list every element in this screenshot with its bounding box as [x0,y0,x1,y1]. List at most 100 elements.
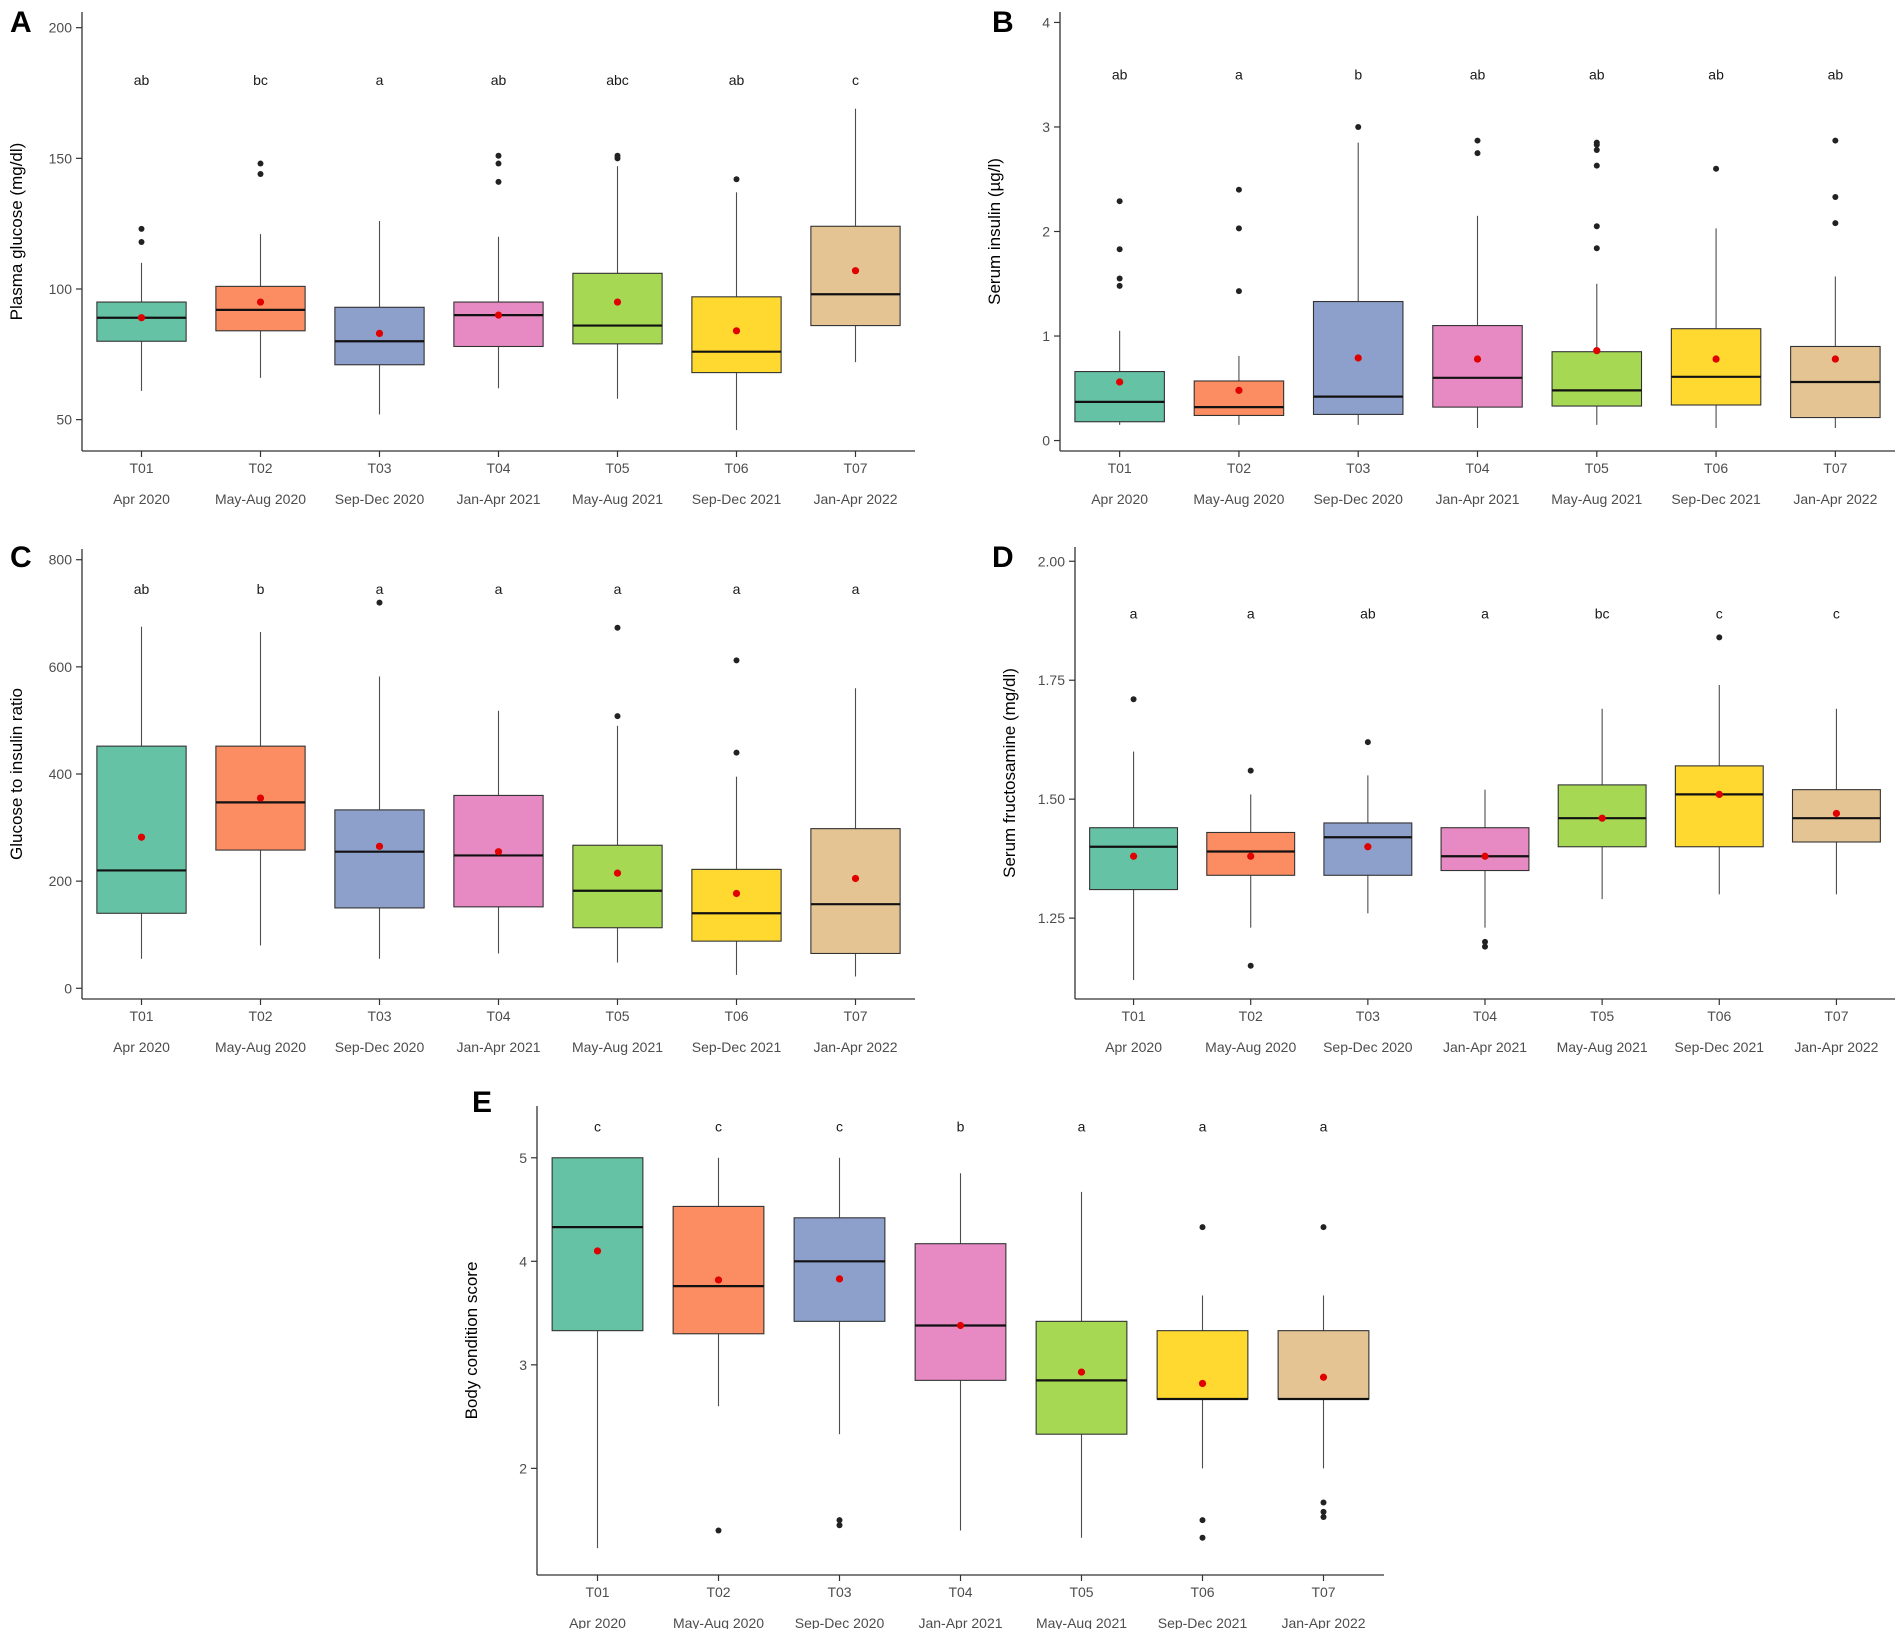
box-group-t02 [672,1157,765,1534]
y-tick-label: 200 [49,873,73,889]
outlier-point [1199,1224,1206,1231]
y-tick-label: 2 [1042,224,1050,240]
mean-point [732,889,741,898]
mean-point [593,1247,602,1255]
box-group-t01 [96,626,187,959]
y-axis-title: Body condition score [462,1262,481,1420]
iqr-box [672,1205,765,1335]
y-tick-label: 3 [1042,119,1050,135]
significance-label: abc [606,72,629,88]
iqr-box [1277,1330,1370,1400]
panel-letter-b: B [992,6,1014,39]
outlier-point [614,152,621,159]
period-label: Sep-Dec 2021 [1671,491,1761,507]
box-group-t04 [1432,137,1523,429]
period-label: Apr 2020 [1091,491,1148,507]
outlier-point [1355,123,1362,130]
mean-point [494,848,503,856]
period-label: Apr 2020 [569,1615,626,1629]
x-tick-label: T06 [1707,1008,1731,1024]
significance-label: a [1235,67,1243,83]
outlier-point [1474,150,1481,157]
significance-label: a [1320,1119,1328,1135]
outlier-point [1235,225,1242,232]
x-tick-label: T02 [1227,460,1251,476]
mean-point [956,1321,965,1330]
significance-label: bc [253,72,268,88]
y-tick-label: 200 [49,20,73,36]
y-tick-label: 2 [519,1460,527,1476]
significance-label: ab [1360,606,1376,622]
y-tick-label: 1.75 [1038,672,1065,688]
period-label: Jan-Apr 2021 [918,1615,1002,1629]
outlier-point [1482,938,1488,945]
period-label: Jan-Apr 2022 [813,1039,897,1055]
significance-label: a [733,581,741,597]
outlier-point [733,749,740,756]
box-group-t03 [1312,123,1404,425]
y-axis-title: Plasma glucose (mg/dl) [7,143,26,321]
panel-letter-e: E [472,1086,492,1119]
box-group-t06 [1156,1224,1249,1541]
x-tick-label: T02 [1239,1008,1263,1024]
y-tick-label: 400 [49,766,73,782]
outlier-point [1320,1514,1327,1521]
outlier-point [1593,223,1600,230]
mean-point [1198,1379,1207,1388]
y-tick-label: 2.00 [1038,553,1065,569]
period-label: Apr 2020 [1105,1039,1162,1055]
x-tick-label: T01 [1122,1008,1146,1024]
outlier-point [1593,245,1600,252]
y-tick-label: 0 [1042,433,1050,449]
iqr-box [1156,1330,1249,1400]
box-group-t01 [1074,198,1165,425]
iqr-box [1432,325,1523,408]
outlier-point [495,160,502,167]
period-label: Sep-Dec 2021 [1675,1039,1765,1055]
period-label: May-Aug 2020 [1193,491,1284,507]
mean-point [1077,1368,1086,1376]
period-label: May-Aug 2021 [572,1039,663,1055]
box-group-t02 [215,160,306,378]
significance-label: ab [1470,67,1486,83]
outlier-point [138,238,145,245]
panel-d-chart: D Serum fructosamine (mg/dl) 1.25 1.50 1.75 2… [992,541,1895,1055]
outlier-point [1364,739,1371,746]
x-tick-label: T02 [248,460,272,476]
mean-point [1832,809,1841,818]
x-tick-label: T04 [948,1584,972,1600]
iqr-box [1670,328,1762,406]
iqr-box [215,285,306,332]
significance-label: c [852,72,859,88]
x-tick-label: T01 [129,1008,153,1024]
box-group-t03 [334,221,425,415]
box-group-t07 [810,108,901,363]
iqr-box [1440,827,1530,872]
box-group-t04 [914,1173,1007,1531]
panel-letter-d: D [992,541,1014,574]
significance-label: ab [134,72,150,88]
significance-label: ab [1828,67,1844,83]
x-tick-label: T03 [367,460,391,476]
mean-point [1364,843,1372,851]
outlier-point [1199,1517,1206,1524]
period-label: Jan-Apr 2021 [1435,491,1519,507]
period-label: Sep-Dec 2020 [795,1615,885,1629]
outlier-point [1713,165,1720,172]
outlier-point [376,599,383,606]
panel-a-chart: A Plasma glucose (mg/dl) 50 100 150 200 ab T01 A… [7,6,915,507]
x-tick-label: T07 [1824,1008,1848,1024]
x-tick-label: T03 [367,1008,391,1024]
outlier-point [1116,246,1123,253]
period-label: May-Aug 2020 [215,1039,306,1055]
significance-label: c [836,1119,843,1135]
mean-point [494,311,503,319]
box-group-t06 [1670,165,1762,429]
box-group-t03 [793,1157,886,1529]
iqr-box [914,1243,1007,1381]
period-label: Sep-Dec 2020 [1323,1039,1413,1055]
panel-letter-a: A [10,6,32,39]
y-tick-label: 800 [49,552,73,568]
period-label: Jan-Apr 2022 [1794,1039,1878,1055]
significance-label: c [1833,606,1840,622]
